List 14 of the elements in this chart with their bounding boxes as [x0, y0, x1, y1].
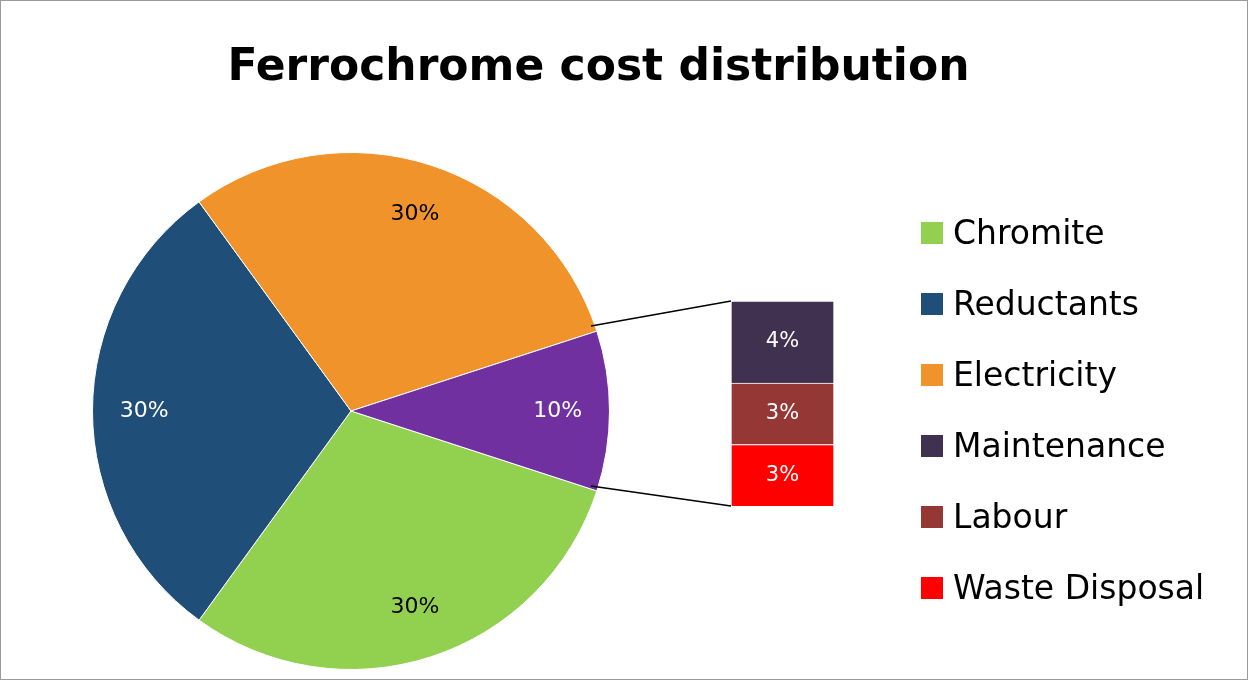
chart-title: Ferrochrome cost distribution: [226, 39, 971, 90]
data-label: 30%: [119, 396, 169, 422]
data-label: 30%: [390, 593, 440, 619]
legend-label: Reductants: [953, 284, 1139, 323]
data-label: 3%: [765, 400, 800, 425]
legend-label: Chromite: [953, 213, 1105, 252]
data-label: 4%: [765, 328, 800, 353]
legend-label: Labour: [953, 497, 1068, 536]
data-label: 10%: [533, 396, 583, 422]
legend-label: Electricity: [953, 355, 1117, 394]
data-label: 30%: [390, 200, 440, 226]
data-label: 3%: [765, 461, 800, 486]
legend-label: Maintenance: [953, 426, 1166, 465]
legend-label: Waste Disposal: [953, 568, 1205, 607]
